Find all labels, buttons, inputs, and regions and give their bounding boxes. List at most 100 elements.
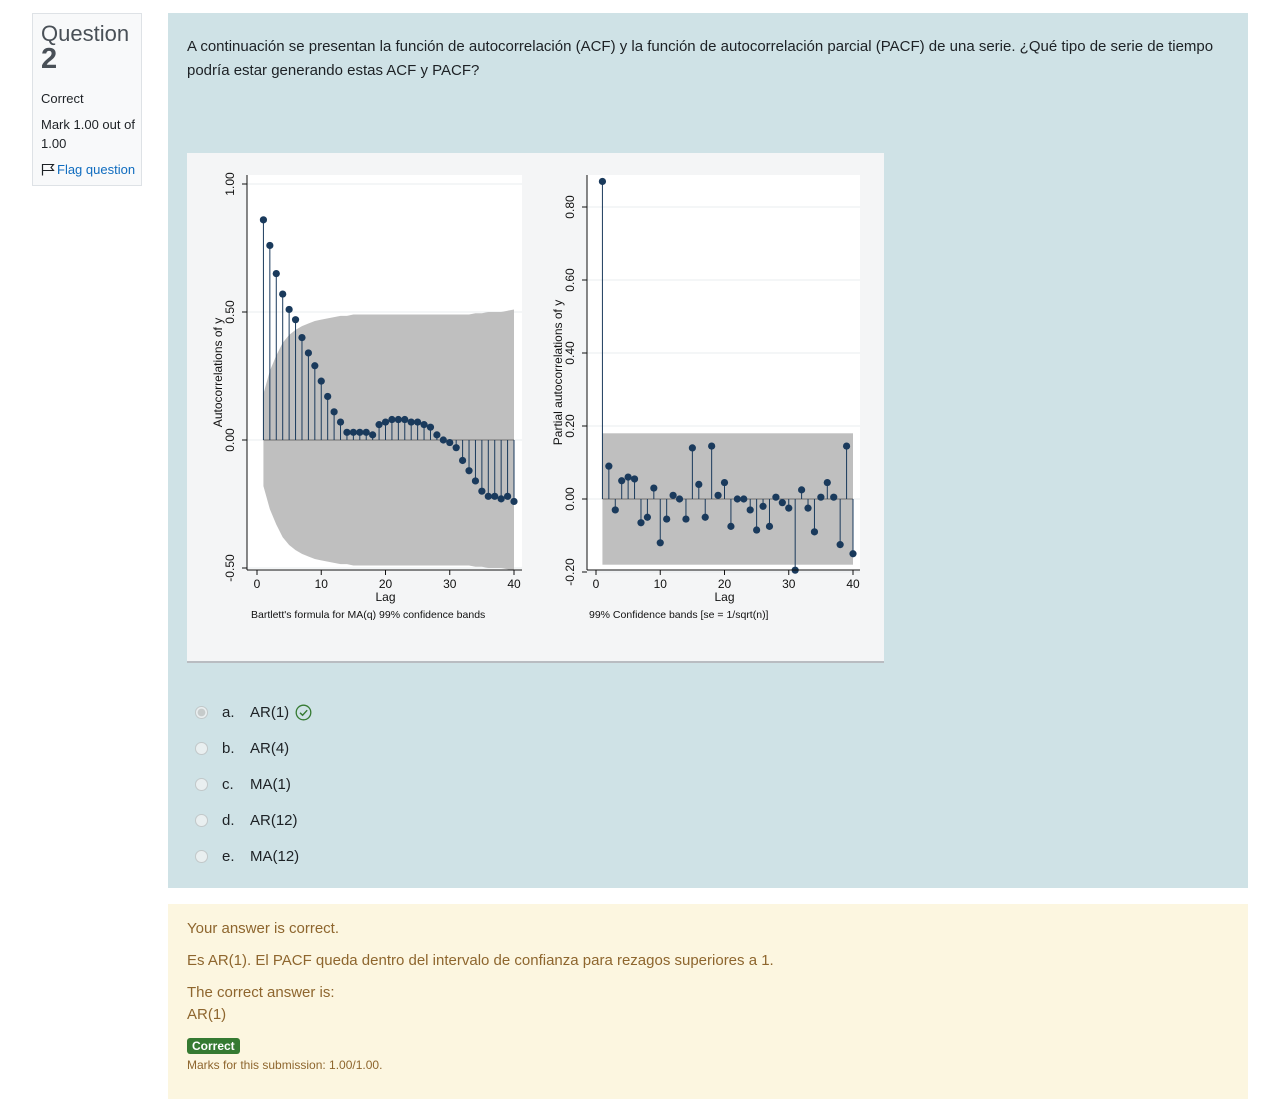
lag-21-point — [727, 522, 735, 530]
lag-2-point — [605, 462, 613, 470]
feedback-correctness: Your answer is correct. — [187, 920, 340, 937]
option-a-radio[interactable] — [195, 705, 208, 719]
lag-8-point — [643, 513, 651, 521]
x-tick-label: 10 — [315, 577, 329, 591]
y-tick-label: 1.00 — [223, 172, 237, 196]
y-tick-label: 0.80 — [563, 195, 577, 219]
lag-14-point — [682, 515, 690, 523]
acf-pacf-charts: -0.50 0.00 0.50 1.00 0 10 20 30 40 Lag Bartlett's … — [211, 172, 860, 621]
option-a[interactable]: a. AR(1) — [195, 694, 312, 730]
option-c-radio[interactable] — [195, 777, 208, 791]
y-axis-label: Autocorrelations of y — [211, 318, 225, 427]
lag-6-point — [291, 316, 300, 324]
lag-10-point — [317, 377, 325, 385]
x-axis-label: Lag — [375, 590, 395, 604]
option-c[interactable]: c. MA(1) — [195, 766, 312, 802]
lag-29-point — [778, 499, 786, 507]
option-e[interactable]: e. MA(12) — [195, 838, 312, 874]
lag-18-point — [369, 431, 377, 439]
lag-38-point — [497, 495, 505, 503]
option-b-radio[interactable] — [195, 741, 208, 755]
lag-8-point — [304, 349, 312, 357]
lag-3-point — [272, 270, 280, 278]
lag-30-point — [785, 504, 793, 512]
option-b[interactable]: b. AR(4) — [195, 730, 312, 766]
lag-19-point — [375, 421, 383, 429]
lag-34-point — [471, 477, 480, 485]
y-tick-label: 0.40 — [563, 341, 577, 365]
lag-22-point — [394, 415, 402, 424]
lag-6-point — [630, 475, 639, 483]
y-axis-label: Partial autocorrelations of y — [551, 300, 565, 445]
x-tick-label: 20 — [379, 577, 393, 591]
lag-23-point — [401, 415, 409, 424]
lag-37-point — [830, 493, 838, 501]
lag-31-point — [452, 444, 460, 452]
lag-40-point — [510, 497, 518, 506]
option-d[interactable]: d. AR(12) — [195, 802, 312, 838]
y-tick-label: -0.50 — [223, 554, 237, 582]
lag-12-point — [330, 408, 338, 416]
question-text: A continuación se presentan la función d… — [187, 38, 1214, 79]
lag-7-point — [298, 334, 306, 342]
lag-4-point — [279, 290, 287, 298]
lag-15-point — [688, 444, 696, 452]
flag-question-link[interactable]: Flag question — [41, 162, 141, 177]
lag-19-point — [714, 491, 722, 499]
lag-35-point — [478, 487, 486, 495]
lag-3-point — [611, 506, 619, 514]
lag-37-point — [491, 492, 499, 500]
question-number: Question 2 — [41, 21, 130, 75]
x-tick-label: 0 — [254, 577, 261, 591]
x-tick-label: 20 — [718, 577, 732, 591]
lag-16-point — [356, 428, 364, 436]
lag-34-point — [810, 528, 819, 536]
lag-32-point — [798, 486, 806, 494]
lag-27-point — [765, 522, 774, 530]
lag-27-point — [426, 423, 435, 431]
y-tick-label: 0.00 — [223, 428, 237, 452]
answer-options: a. AR(1) b. AR(4) c. MA(1) d. AR(12) e. … — [195, 694, 312, 874]
x-tick-label: 10 — [654, 577, 668, 591]
option-e-radio[interactable] — [195, 849, 208, 863]
lag-13-point — [336, 418, 345, 426]
lag-33-point — [465, 467, 473, 475]
correct-check-icon — [295, 704, 312, 721]
lag-12-point — [669, 491, 677, 499]
lag-25-point — [753, 526, 761, 534]
flag-question-label[interactable]: Flag question — [57, 162, 136, 177]
lag-21-point — [388, 415, 396, 424]
lag-1-point — [598, 177, 607, 186]
y-tick-label: 0.20 — [563, 414, 577, 438]
lag-35-point — [817, 493, 825, 501]
pacf-chart — [582, 175, 860, 575]
lag-11-point — [324, 392, 332, 401]
submission-marks: Marks for this submission: 1.00/1.00. — [187, 1058, 383, 1072]
lag-7-point — [637, 519, 645, 527]
lag-28-point — [772, 493, 780, 501]
lag-10-point — [656, 539, 664, 547]
lag-24-point — [746, 506, 754, 514]
right-answer: AR(1) — [187, 1006, 227, 1023]
question-state: Correct — [41, 91, 84, 106]
lag-36-point — [484, 492, 492, 500]
option-d-radio[interactable] — [195, 813, 208, 827]
lag-40-point — [849, 550, 857, 558]
x-axis-label: Lag — [714, 590, 734, 604]
lag-4-point — [618, 477, 626, 485]
lag-32-point — [459, 456, 467, 465]
lag-9-point — [650, 484, 658, 492]
flag-icon — [41, 163, 55, 176]
chart-note: 99% Confidence bands [se = 1/sqrt(n)] — [589, 609, 769, 621]
lag-13-point — [675, 495, 684, 503]
lag-24-point — [407, 418, 415, 426]
lag-5-point — [624, 473, 632, 481]
lag-1-point — [259, 216, 268, 224]
lag-15-point — [349, 428, 357, 436]
lag-33-point — [804, 504, 812, 512]
feedback-general: Es AR(1). El PACF queda dentro del inter… — [187, 952, 774, 969]
lag-2-point — [266, 241, 274, 250]
x-tick-label: 30 — [782, 577, 796, 591]
chart-note: Bartlett's formula for MA(q) 99% confide… — [251, 609, 485, 621]
x-tick-label: 0 — [593, 577, 600, 591]
